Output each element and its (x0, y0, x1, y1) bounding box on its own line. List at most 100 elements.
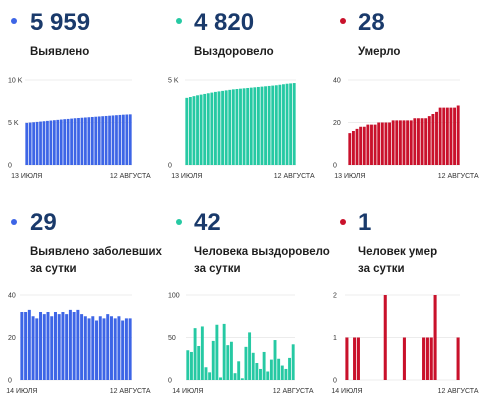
bar (231, 89, 235, 165)
bar (244, 346, 248, 380)
bar (384, 122, 388, 165)
bar (438, 107, 442, 165)
bar (260, 86, 264, 165)
bar (104, 115, 108, 165)
bar (125, 114, 129, 165)
bar (383, 295, 387, 380)
bar (106, 314, 110, 380)
bar (197, 346, 201, 380)
x-tick-label: 12 АВГУСТА (274, 173, 315, 180)
deaths-dot-icon (340, 18, 346, 24)
bar (46, 312, 50, 380)
bar (87, 318, 91, 380)
bar (285, 83, 289, 165)
bar (101, 116, 105, 165)
bar (208, 372, 212, 380)
bar (206, 93, 210, 165)
detected-daily-label-line-2: за сутки (30, 263, 77, 275)
bar (402, 337, 406, 380)
bar (72, 312, 76, 380)
chart-deaths-total: 40 20 0 13 ИЮЛЯ 12 АВГУСТА (333, 78, 479, 181)
chart-recovered-daily: 100 50 014 ИЮЛЯ 12 АВГУСТА (168, 293, 314, 396)
bar (65, 314, 69, 380)
bar (185, 97, 189, 165)
bar (98, 316, 102, 380)
bar (49, 120, 53, 165)
bar (237, 361, 241, 380)
bar (417, 118, 420, 165)
bar (274, 85, 278, 165)
bar (35, 318, 39, 380)
bar (196, 95, 199, 165)
y-tick-label: 0 (333, 163, 337, 170)
bar (215, 324, 219, 380)
bar (20, 312, 24, 380)
bar (189, 351, 193, 380)
bar (117, 316, 121, 380)
bar (255, 363, 259, 380)
y-tick-label: 50 (168, 335, 176, 342)
bar (262, 351, 266, 380)
bar (84, 117, 87, 165)
chart-detected-total: 10 K 5 K 0 13 ИЮЛЯ 12 АВГУСТА (8, 78, 151, 181)
bar (233, 373, 237, 380)
bar (87, 117, 91, 165)
bar (193, 328, 197, 380)
bar (80, 314, 84, 380)
bar (391, 120, 395, 165)
bar (248, 332, 252, 380)
recovered-daily-label-line-2: за сутки (194, 263, 241, 275)
bar (66, 118, 70, 165)
bar (280, 365, 284, 380)
x-tick-label: 12 АВГУСТА (438, 388, 479, 395)
bar (282, 84, 285, 165)
x-tick-label: 14 ИЮЛЯ (172, 388, 203, 395)
bar (50, 316, 54, 380)
y-tick-label: 0 (8, 378, 12, 385)
bar (433, 295, 437, 380)
bar (348, 133, 352, 165)
bar (284, 368, 288, 380)
y-tick-label: 20 (333, 120, 341, 127)
bar (355, 128, 359, 165)
bar (256, 86, 260, 165)
bar (435, 111, 438, 165)
bar (240, 378, 244, 380)
bar (128, 318, 132, 380)
recovered-daily-label-line-1: Человека выздоровело (194, 246, 330, 258)
bar (456, 105, 460, 165)
detected-dot-icon (11, 18, 17, 24)
bar (251, 352, 255, 380)
y-tick-label: 5 K (8, 120, 19, 127)
y-tick-label: 40 (8, 293, 16, 300)
bar (94, 116, 98, 165)
y-tick-label: 5 K (168, 78, 179, 85)
bar (377, 122, 381, 165)
y-tick-label: 0 (168, 163, 172, 170)
bar (59, 119, 63, 165)
recovered-daily-dot-icon (176, 219, 182, 225)
bar (288, 357, 292, 380)
bar (239, 88, 242, 165)
bar (429, 337, 433, 380)
bar (188, 97, 192, 165)
bar (109, 316, 113, 380)
bar (108, 115, 111, 165)
y-tick-label: 2 (333, 293, 337, 300)
bar (52, 120, 56, 165)
bar (25, 122, 29, 165)
bar (186, 350, 190, 380)
bar (351, 131, 355, 165)
bar (192, 96, 196, 165)
y-tick-label: 0 (8, 163, 12, 170)
y-tick-label: 20 (8, 335, 16, 342)
y-tick-label: 0 (168, 378, 172, 385)
bar (267, 85, 271, 165)
bar (269, 359, 273, 380)
bar (61, 312, 65, 380)
detected-daily-dot-icon (11, 219, 17, 225)
bar (80, 117, 84, 165)
bar (413, 118, 417, 165)
bar (210, 92, 214, 165)
x-tick-label: 14 ИЮЛЯ (6, 388, 37, 395)
